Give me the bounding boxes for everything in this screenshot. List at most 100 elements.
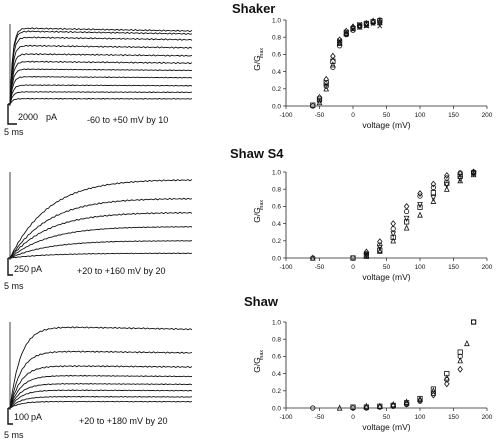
data-point-triangle (323, 85, 330, 92)
data-point-square (417, 204, 423, 210)
y-tick-label: 0.0 (272, 405, 281, 412)
data-point-cross (323, 82, 329, 87)
data-point-diamond (444, 171, 450, 179)
x-tick-label: -100 (279, 414, 292, 421)
panel-0: -100 -50 0 50 100 150 200 0.0 0.2 0.4 0.6 0.8 1.0 vol… (7, 17, 493, 130)
y-tick-label: 0.2 (272, 238, 281, 245)
scale-bar (7, 104, 17, 125)
data-point-circle (470, 319, 477, 325)
y-tick-label: 0.8 (272, 337, 281, 344)
data-point-cross (330, 56, 336, 62)
data-point-inv-triangle (457, 176, 464, 183)
data-point-triangle (363, 252, 370, 259)
y-axis-label: G/G (252, 55, 262, 71)
scale-current-value: 100 (14, 412, 30, 422)
data-point-triangle (443, 374, 450, 381)
data-point-triangle (464, 339, 470, 347)
y-tick-label: 0.0 (272, 255, 281, 262)
data-point-inv-triangle (417, 202, 423, 209)
current-trace (8, 400, 193, 409)
current-trace (7, 36, 193, 105)
x-tick-label: -50 (315, 264, 325, 271)
scale-current-unit: pA (31, 412, 43, 422)
current-trace (7, 350, 193, 410)
data-point-diamond (323, 75, 329, 83)
data-point-diamond (444, 380, 450, 388)
data-point-circle (310, 405, 316, 411)
data-point-inv-triangle (363, 251, 370, 259)
current-trace (7, 240, 193, 259)
data-point-diamond (430, 391, 437, 399)
scale-bar (7, 408, 13, 425)
data-point-triangle (363, 402, 370, 409)
data-point-diamond (470, 168, 477, 176)
data-point-circle (430, 184, 436, 191)
data-point-triangle (309, 254, 316, 261)
current-trace (7, 84, 193, 105)
current-trace (7, 27, 193, 105)
y-tick-label: 0.6 (272, 52, 281, 59)
data-point-triangle (336, 404, 343, 411)
panel-title-shaker: Shaker (232, 1, 276, 16)
x-axis-label: voltage (mV) (362, 422, 410, 432)
scale-current-unit: pA (46, 112, 58, 122)
scale-time-label: 5 ms (4, 430, 24, 440)
data-point-square (350, 404, 356, 410)
data-point-triangle (430, 197, 437, 204)
data-point-square (470, 319, 477, 325)
panel-title-shaw-s4: Shaw S4 (230, 146, 284, 161)
current-trace (7, 30, 193, 105)
data-point-triangle (457, 177, 464, 184)
current-trace (7, 395, 193, 409)
scale-current-value: 250 (14, 264, 30, 274)
data-point-triangle (336, 39, 343, 46)
data-point-square (430, 386, 437, 392)
data-point-inv-triangle (443, 182, 450, 189)
x-tick-label: 50 (383, 414, 391, 421)
x-axis-label: voltage (mV) (362, 272, 410, 282)
x-tick-label: 200 (482, 264, 493, 271)
data-point-square (457, 349, 463, 355)
data-point-diamond (330, 52, 336, 60)
y-axis-label-subscript: max (259, 48, 265, 59)
panel-1: -100 -50 0 50 100 150 200 0.0 0.2 0.4 0.6 0.8 1.0 vol… (7, 168, 493, 282)
data-point-triangle (376, 19, 383, 26)
data-point-triangle (316, 98, 323, 106)
data-point-cross (363, 23, 369, 29)
data-point-diamond (403, 202, 410, 210)
data-point-diamond (377, 238, 383, 246)
x-tick-label: 200 (482, 414, 493, 421)
y-tick-label: 1.0 (272, 319, 281, 326)
x-tick-label: 100 (415, 264, 426, 271)
current-trace (8, 252, 193, 259)
data-point-diamond (430, 180, 437, 188)
data-point-inv-triangle (470, 171, 477, 178)
data-point-cross (350, 26, 356, 32)
data-point-triangle (376, 247, 383, 254)
current-trace (7, 68, 193, 105)
data-point-triangle (430, 387, 437, 394)
data-point-diamond (390, 220, 396, 228)
y-axis-label: G/G (252, 357, 262, 373)
data-point-square (430, 190, 437, 196)
data-point-cross (357, 21, 363, 27)
y-tick-label: 0.8 (272, 187, 281, 194)
x-tick-label: 0 (351, 112, 355, 119)
x-tick-label: -50 (315, 112, 325, 119)
y-axis-label: G/G (252, 207, 262, 223)
x-tick-label: -100 (279, 112, 292, 119)
current-trace (7, 226, 193, 259)
data-point-inv-triangle (430, 195, 437, 202)
data-point-triangle (443, 185, 450, 192)
data-point-cross (370, 20, 376, 26)
data-point-cross (317, 97, 322, 103)
current-trace (7, 326, 193, 409)
panel-title-shaw: Shaw (244, 294, 278, 309)
data-point-triangle (417, 211, 423, 218)
data-point-diamond (403, 400, 410, 408)
x-tick-label: 100 (415, 414, 426, 421)
current-trace (7, 389, 193, 409)
data-point-cross (343, 29, 349, 35)
current-trace (7, 75, 193, 105)
